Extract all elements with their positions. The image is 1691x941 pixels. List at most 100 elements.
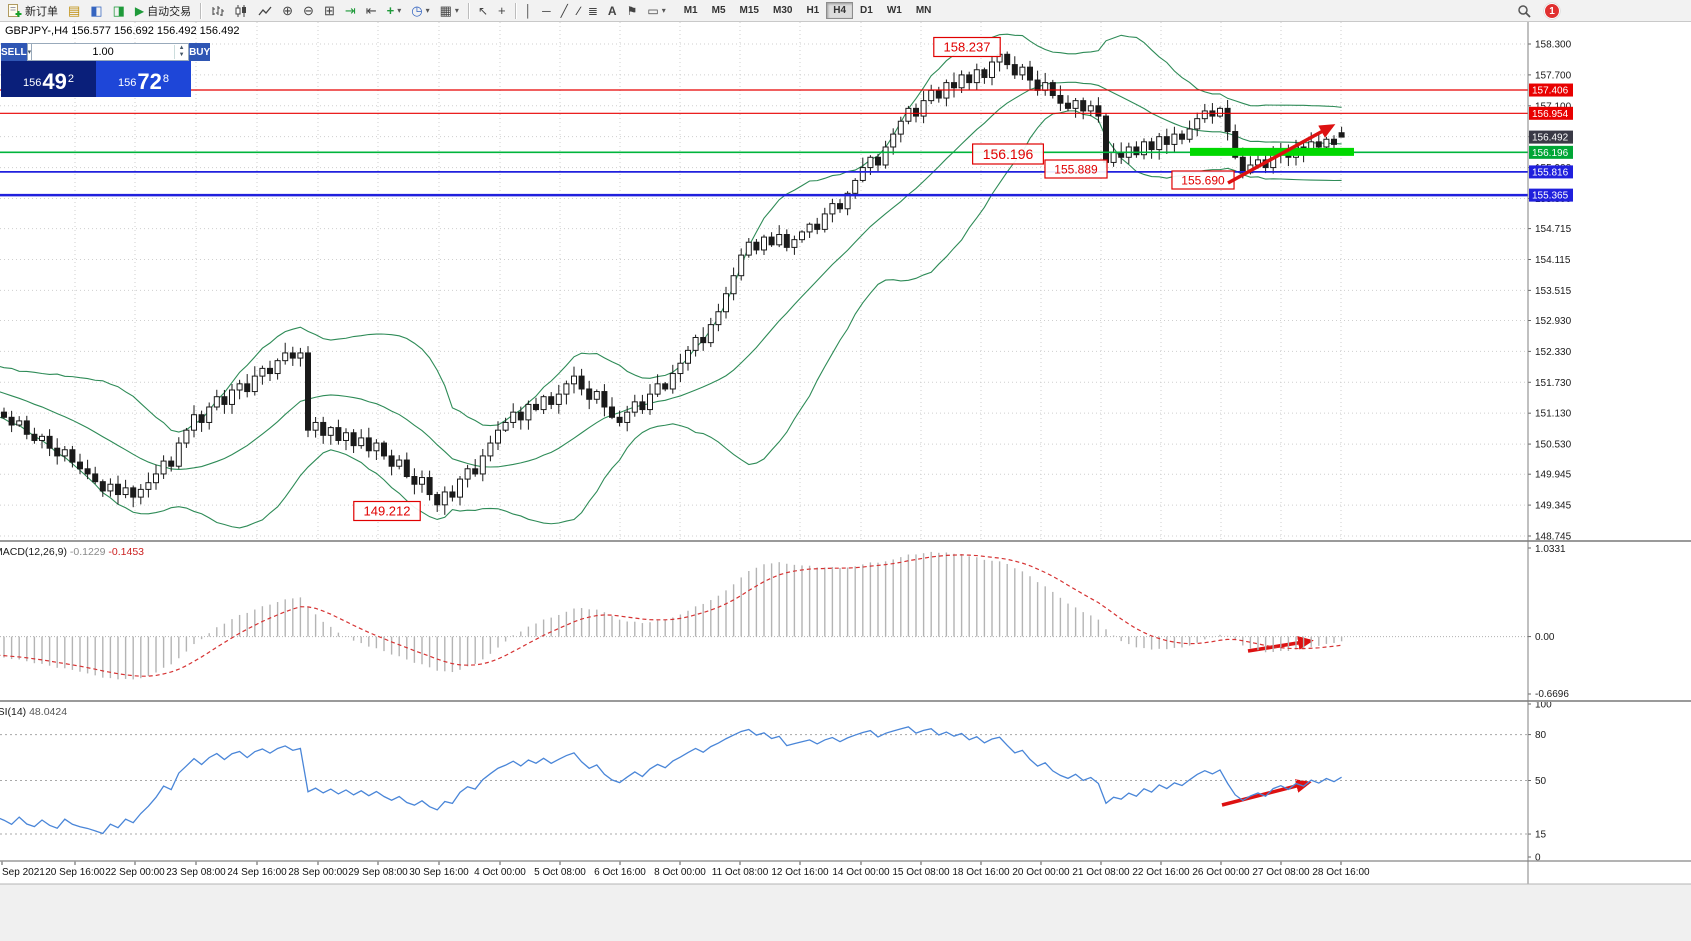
- svg-text:158.237: 158.237: [944, 40, 991, 55]
- svg-text:156.196: 156.196: [1532, 148, 1569, 159]
- spinner-down-icon[interactable]: ▼: [178, 52, 185, 58]
- text-tool-button[interactable]: A: [603, 1, 622, 21]
- timeframe-button-mn[interactable]: MN: [909, 2, 939, 19]
- vertical-line-icon: │: [524, 3, 533, 18]
- trend-arrow[interactable]: [1221, 779, 1312, 807]
- profiles-icon: ▤: [68, 3, 81, 18]
- periods-button[interactable]: ◷ ▾: [406, 1, 434, 21]
- fibonacci-button[interactable]: ≣: [583, 1, 603, 21]
- timeframe-group: M1 M5 M15 M30 H1 H4 D1 W1 MN: [677, 2, 939, 19]
- price-level-label: [1529, 188, 1573, 202]
- volume-dropdown-caret[interactable]: ▾: [26, 43, 33, 61]
- profiles-button[interactable]: ▤: [63, 1, 85, 21]
- buy-button[interactable]: 156 72 8: [96, 61, 191, 97]
- svg-text:148.745: 148.745: [1535, 531, 1572, 542]
- templates-button[interactable]: ▦ ▾: [435, 1, 464, 21]
- cursor-button[interactable]: ↖: [473, 1, 493, 21]
- zoom-in-button[interactable]: ⊕: [277, 1, 298, 21]
- channel-button[interactable]: ∕∕: [573, 1, 583, 21]
- timeframe-button-m5[interactable]: M5: [705, 2, 733, 19]
- volume-field: ▲▼: [32, 43, 190, 61]
- label-tool-button[interactable]: ⚑: [622, 1, 643, 21]
- svg-text:30 Sep 16:00: 30 Sep 16:00: [409, 867, 469, 878]
- svg-text:20 Sep 16:00: 20 Sep 16:00: [45, 867, 105, 878]
- navigator-icon: ◨: [112, 3, 125, 18]
- volume-spinner[interactable]: ▲ ▼: [174, 45, 188, 59]
- vertical-line-button[interactable]: │: [520, 1, 538, 21]
- time-scale[interactable]: Sep 2021 20 Sep 16:00 22 Sep 00:00 23 Sep 0…: [1, 861, 1370, 878]
- crosshair-button[interactable]: +: [493, 1, 511, 21]
- auto-scroll-icon: ⇥: [344, 3, 356, 18]
- svg-text:23 Sep 08:00: 23 Sep 08:00: [166, 867, 226, 878]
- price-scale[interactable]: 158.300157.700157.100156.500155.900155.3…: [1528, 40, 1573, 543]
- chart-shift-icon: ⇤: [365, 3, 377, 18]
- svg-text:RSI(14) 48.0424: RSI(14) 48.0424: [0, 706, 67, 718]
- auto-scroll-button[interactable]: ⇥: [340, 1, 361, 21]
- volume-input[interactable]: [32, 46, 175, 58]
- timeframe-button-m1[interactable]: M1: [677, 2, 705, 19]
- svg-text:0.00: 0.00: [1535, 632, 1555, 643]
- price-annotation-box[interactable]: [1044, 159, 1108, 179]
- chart-shift-button[interactable]: ⇤: [361, 1, 382, 21]
- support-highlight-bar[interactable]: [1190, 147, 1354, 156]
- shapes-button[interactable]: ▭ ▾: [642, 1, 670, 21]
- sell-price-sup: 2: [67, 73, 74, 85]
- clock-icon: ◷: [411, 3, 423, 18]
- timeframe-button-m15[interactable]: M15: [733, 2, 766, 19]
- bar-chart-button[interactable]: [205, 1, 229, 21]
- price-level-label: [1529, 165, 1573, 179]
- price-annotation-box[interactable]: [933, 36, 1001, 58]
- horizontal-line-button[interactable]: ─: [537, 1, 556, 21]
- svg-text:Sep 2021: Sep 2021: [2, 867, 45, 878]
- notification-badge[interactable]: 1: [1544, 3, 1560, 19]
- timeframe-button-w1[interactable]: W1: [880, 2, 909, 19]
- candlestick-chart-button[interactable]: [229, 1, 253, 21]
- buy-price-big: 72: [137, 69, 162, 94]
- price-level-label: [1529, 83, 1573, 97]
- svg-text:5 Oct 08:00: 5 Oct 08:00: [534, 867, 586, 878]
- svg-text:20 Oct 00:00: 20 Oct 00:00: [1012, 867, 1070, 878]
- indicators-plus-icon: +: [386, 3, 395, 18]
- svg-text:MACD(12,26,9) -0.1229 -0.1453: MACD(12,26,9) -0.1229 -0.1453: [0, 546, 144, 558]
- svg-text:100: 100: [1535, 700, 1552, 711]
- svg-text:28 Oct 16:00: 28 Oct 16:00: [1312, 867, 1370, 878]
- trend-arrow[interactable]: [1227, 124, 1336, 185]
- bollinger-bands[interactable]: [0, 33, 1342, 529]
- price-annotation-box[interactable]: [353, 500, 421, 522]
- autotrading-button[interactable]: ▶ 自动交易: [130, 1, 196, 21]
- svg-text:158.300: 158.300: [1535, 40, 1572, 51]
- spinner-up-icon[interactable]: ▲: [178, 45, 185, 52]
- timeframe-button-d1[interactable]: D1: [853, 2, 880, 19]
- tile-windows-button[interactable]: ⊞: [319, 1, 340, 21]
- new-order-button[interactable]: 新订单: [2, 1, 63, 21]
- price-annotation-box[interactable]: [972, 143, 1044, 165]
- sell-tab[interactable]: SELL: [1, 43, 27, 61]
- drawn-objects[interactable]: 158.237 156.196 155.889 155.690 149.212: [353, 36, 1354, 807]
- symbol-ohlc-header: GBPJPY-,H4 156.577 156.692 156.492 156.4…: [5, 25, 240, 37]
- svg-text:155.690: 155.690: [1181, 173, 1225, 187]
- market-watch-button[interactable]: ◧: [85, 1, 107, 21]
- svg-text:50: 50: [1535, 776, 1547, 787]
- one-click-trading-panel: SELL ▾ ▲▼ BUY 156 49 2 156 72 8: [1, 43, 211, 97]
- rsi-indicator[interactable]: 100 80 50 15 0 RSI(14) 48.0424: [0, 700, 1552, 864]
- toolbar-separator: [200, 2, 202, 19]
- svg-text:80: 80: [1535, 730, 1547, 741]
- panel-separators[interactable]: [0, 22, 1691, 941]
- buy-tab[interactable]: BUY: [189, 43, 211, 61]
- timeframe-button-m30[interactable]: M30: [766, 2, 799, 19]
- sell-button[interactable]: 156 49 2: [1, 61, 96, 97]
- macd-indicator[interactable]: 1.0331 0.00 -0.6696 MACD(12,26,9) -0.1229 -…: [0, 544, 1569, 700]
- svg-text:156.492: 156.492: [1532, 133, 1569, 144]
- trendline-button[interactable]: ╱: [556, 1, 573, 21]
- toolbar-separator: [467, 2, 469, 19]
- svg-text:0: 0: [1535, 853, 1541, 864]
- svg-text:156.954: 156.954: [1532, 109, 1569, 120]
- navigator-button[interactable]: ◨: [108, 1, 130, 21]
- timeframe-button-h4[interactable]: H4: [826, 2, 854, 19]
- search-button[interactable]: [1512, 1, 1536, 21]
- timeframe-button-h1[interactable]: H1: [799, 2, 826, 19]
- line-chart-button[interactable]: [253, 1, 277, 21]
- indicators-button[interactable]: + ▾: [382, 1, 407, 21]
- zoom-out-button[interactable]: ⊖: [298, 1, 319, 21]
